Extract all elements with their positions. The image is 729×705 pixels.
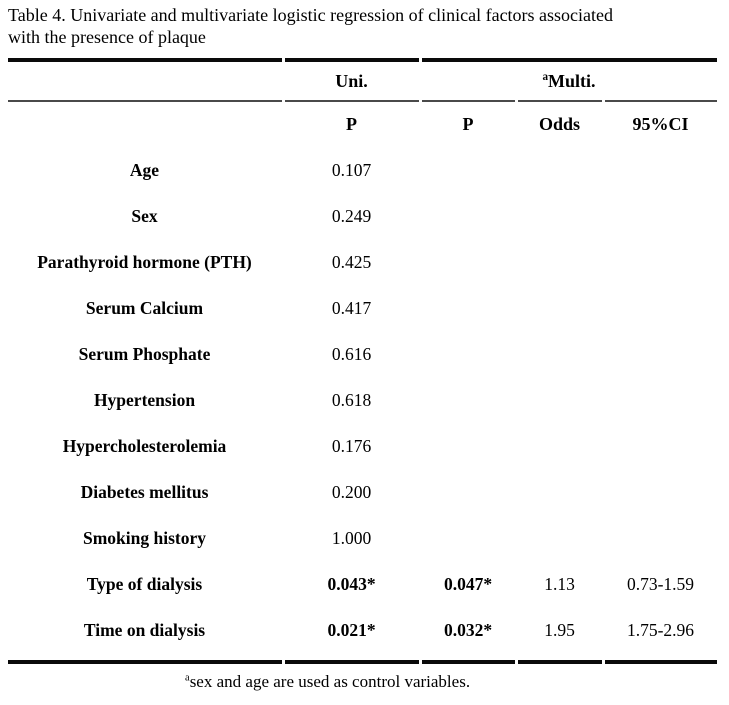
rule-segment <box>421 660 515 664</box>
group-header-multi-label: Multi. <box>548 70 596 91</box>
table-bottom-rule <box>6 660 718 664</box>
multi-superscript: a <box>542 70 549 83</box>
row-label: Age <box>129 159 160 180</box>
table-row: Parathyroid hormone (PTH) 0.425 <box>6 239 718 285</box>
cell-uni-p: 1.000 <box>331 527 372 548</box>
cell-multi-p: 0.047* <box>443 573 493 594</box>
row-label: Serum Phosphate <box>78 343 211 364</box>
rule-segment <box>7 100 282 102</box>
rule-segment <box>421 58 717 62</box>
row-label: Time on dialysis <box>83 619 206 640</box>
group-header-multi: aMulti. <box>420 71 718 92</box>
cell-multi-p: 0.032* <box>443 619 493 640</box>
rule-segment <box>604 660 717 664</box>
rule-segment <box>7 660 282 664</box>
table-row: Smoking history 1.000 <box>6 515 718 561</box>
page-title: Table 4. Univariate and multivariate log… <box>8 4 724 48</box>
footnote-text: sex and age are used as control variable… <box>189 672 471 691</box>
cell-odds: 1.13 <box>544 573 575 594</box>
column-header-multi-p: P <box>462 114 474 134</box>
row-label: Smoking history <box>82 527 206 548</box>
title-line-1: Table 4. Univariate and multivariate log… <box>8 5 614 25</box>
rule-segment <box>284 660 419 664</box>
cell-uni-p: 0.249 <box>331 205 372 226</box>
table-row: Hypercholesterolemia 0.176 <box>6 423 718 469</box>
row-label: Parathyroid hormone (PTH) <box>37 251 252 272</box>
rule-segment <box>604 100 717 102</box>
cell-uni-p: 0.176 <box>331 435 372 456</box>
rule-segment <box>517 660 602 664</box>
group-header-row: Uni. aMulti. <box>6 62 718 100</box>
cell-uni-p: 0.043* <box>327 573 376 594</box>
cell-ci: 0.73-1.59 <box>626 573 695 594</box>
rule-segment <box>284 100 419 102</box>
footnote: asex and age are used as control variabl… <box>185 672 470 692</box>
row-label: Serum Calcium <box>85 297 204 318</box>
rule-segment <box>517 100 602 102</box>
column-header-row: P P Odds 95%CI <box>6 102 718 147</box>
table-row: Diabetes mellitus 0.200 <box>6 469 718 515</box>
row-label: Diabetes mellitus <box>80 481 209 502</box>
footnote-superscript: a <box>185 672 190 684</box>
row-label: Hypertension <box>93 389 196 410</box>
rule-segment <box>421 100 515 102</box>
title-line-2: with the presence of plaque <box>8 27 206 47</box>
cell-odds: 1.95 <box>544 619 575 640</box>
cell-uni-p: 0.417 <box>331 297 372 318</box>
table-row: Serum Phosphate 0.616 <box>6 331 718 377</box>
table-top-rule <box>6 58 718 62</box>
column-header-uni-p: P <box>346 114 357 134</box>
header-divider-rule <box>6 100 718 102</box>
table-row: Hypertension 0.618 <box>6 377 718 423</box>
cell-ci: 1.75-2.96 <box>626 619 695 640</box>
rule-segment <box>284 58 419 62</box>
cell-uni-p: 0.021* <box>327 619 376 640</box>
column-header-odds: Odds <box>538 114 581 134</box>
row-label: Hypercholesterolemia <box>62 435 227 456</box>
table-row: Age 0.107 <box>6 147 718 193</box>
group-header-uni: Uni. <box>335 70 368 91</box>
table-row: Serum Calcium 0.417 <box>6 285 718 331</box>
regression-table: Uni. aMulti. P P Odds 95%CI Age 0.107 <box>6 58 718 664</box>
cell-uni-p: 0.618 <box>331 389 372 410</box>
table-row: Type of dialysis 0.043* 0.047* 1.13 0.73… <box>6 561 718 607</box>
cell-uni-p: 0.107 <box>331 159 372 180</box>
table-row: Time on dialysis 0.021* 0.032* 1.95 1.75… <box>6 607 718 653</box>
cell-uni-p: 0.425 <box>331 251 372 272</box>
column-header-ci: 95%CI <box>632 114 689 134</box>
row-label: Type of dialysis <box>86 573 203 594</box>
cell-uni-p: 0.200 <box>331 481 372 502</box>
bottom-rule-spacer <box>6 653 718 660</box>
row-label: Sex <box>131 205 158 226</box>
rule-segment <box>7 58 282 62</box>
table-row: Sex 0.249 <box>6 193 718 239</box>
cell-uni-p: 0.616 <box>331 343 372 364</box>
